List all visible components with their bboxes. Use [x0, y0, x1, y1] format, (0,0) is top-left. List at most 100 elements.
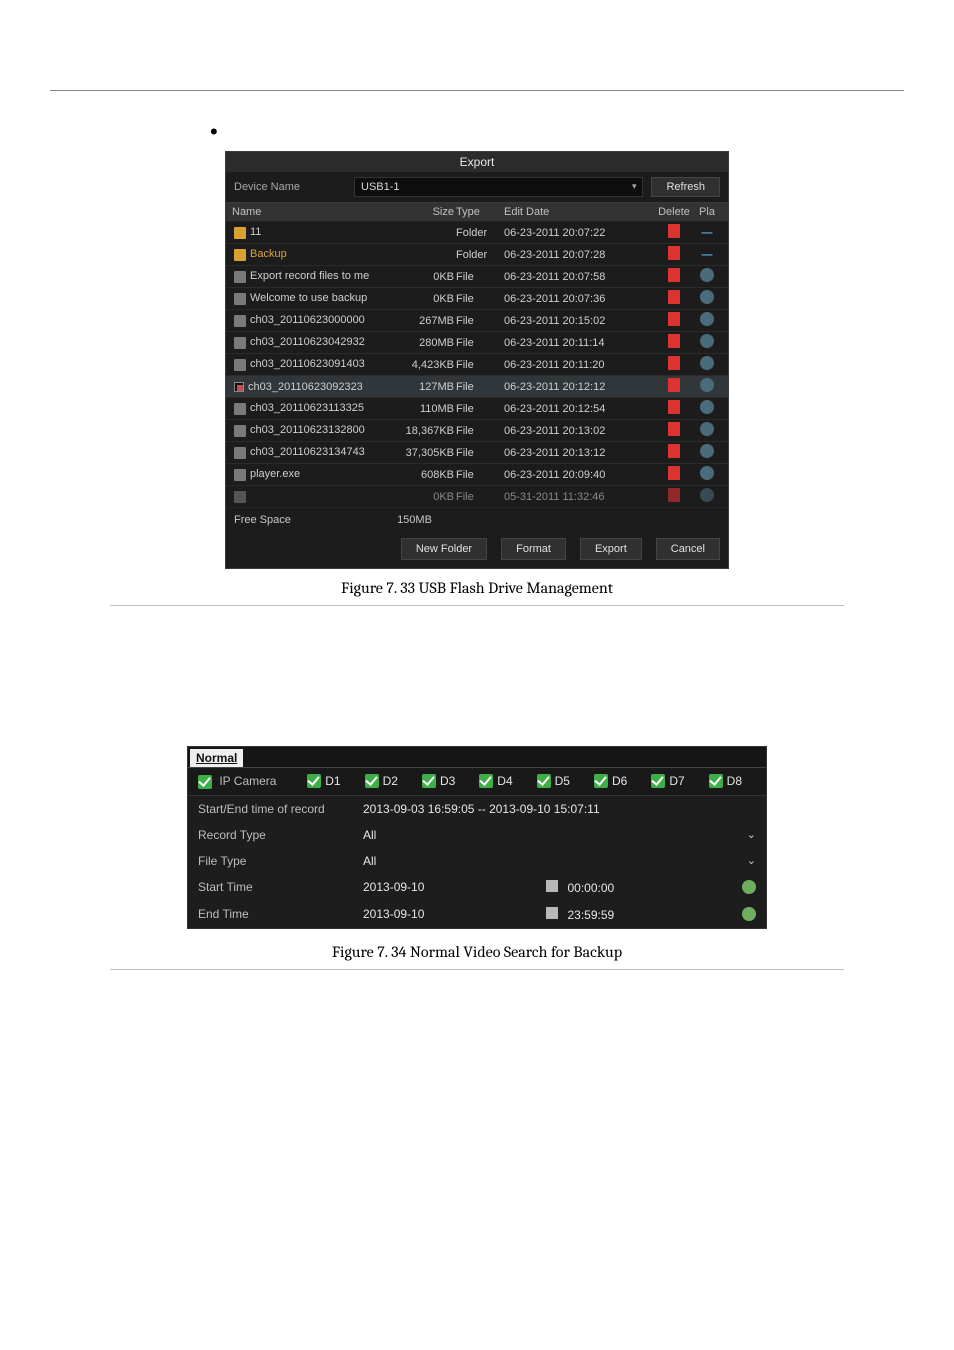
table-row[interactable]: ch03_2011062313280018,367KBFile06-23-201…	[226, 420, 728, 442]
play-cell[interactable]	[694, 488, 720, 505]
play-cell[interactable]	[694, 444, 720, 461]
file-name: ch03_20110623042932	[226, 336, 394, 348]
checkbox-icon[interactable]	[234, 382, 244, 392]
play-cell[interactable]	[694, 334, 720, 351]
play-icon[interactable]	[700, 422, 714, 436]
table-row[interactable]: ch03_20110623092323127MBFile06-23-2011 2…	[226, 376, 728, 398]
refresh-button[interactable]: Refresh	[651, 177, 720, 197]
table-row[interactable]: ch03_20110623000000267MBFile06-23-2011 2…	[226, 310, 728, 332]
play-icon[interactable]	[700, 312, 714, 326]
calendar-icon[interactable]	[546, 907, 558, 919]
play-cell[interactable]	[694, 356, 720, 373]
trash-icon	[668, 378, 680, 392]
file-name: Export record files to me	[226, 270, 394, 282]
play-icon[interactable]	[700, 466, 714, 480]
start-date-value[interactable]: 2013-09-10	[363, 880, 424, 894]
table-row[interactable]: 0KBFile05-31-2011 11:32:46	[226, 486, 728, 508]
format-button[interactable]: Format	[501, 538, 566, 560]
file-name: player.exe	[226, 468, 394, 480]
figure-caption-2: Figure 7. 34 Normal Video Search for Bac…	[50, 943, 904, 961]
play-cell[interactable]	[694, 422, 720, 439]
play-cell[interactable]	[694, 290, 720, 307]
camera-checklist: D1 D2 D3 D4 D5 D6 D7 D8	[307, 774, 756, 788]
camera-checkbox[interactable]: D2	[365, 774, 398, 788]
delete-cell[interactable]	[654, 224, 694, 241]
play-icon[interactable]	[700, 400, 714, 414]
device-select[interactable]: USB1-1	[354, 177, 643, 197]
play-icon[interactable]	[700, 356, 714, 370]
end-date-value[interactable]: 2013-09-10	[363, 907, 424, 921]
camera-checkbox[interactable]: D7	[651, 774, 684, 788]
table-row[interactable]: 11Folder06-23-2011 20:07:22—	[226, 222, 728, 244]
cancel-button[interactable]: Cancel	[656, 538, 720, 560]
delete-cell[interactable]	[654, 378, 694, 395]
delete-cell[interactable]	[654, 422, 694, 439]
file-name	[226, 490, 394, 502]
delete-cell[interactable]	[654, 312, 694, 329]
play-icon[interactable]	[700, 290, 714, 304]
page-top-rule	[50, 90, 904, 91]
camera-checkbox[interactable]: D1	[307, 774, 340, 788]
table-row[interactable]: player.exe608KBFile06-23-2011 20:09:40	[226, 464, 728, 486]
play-cell[interactable]	[694, 400, 720, 417]
device-row: Device Name USB1-1 Refresh	[226, 172, 728, 203]
table-row[interactable]: ch03_201106230914034,423KBFile06-23-2011…	[226, 354, 728, 376]
start-time-fields: 2013-09-10 00:00:00	[363, 880, 756, 895]
file-type-value: All	[363, 854, 376, 868]
camera-checkbox[interactable]: D8	[709, 774, 742, 788]
camera-checkbox[interactable]: D5	[537, 774, 570, 788]
ip-camera-check-icon[interactable]	[198, 775, 212, 789]
free-space-row: Free Space 150MB	[226, 508, 728, 530]
separator-1	[110, 605, 844, 606]
table-row[interactable]: ch03_2011062313474337,305KBFile06-23-201…	[226, 442, 728, 464]
export-button[interactable]: Export	[580, 538, 642, 560]
camera-checkbox[interactable]: D4	[479, 774, 512, 788]
calendar-icon[interactable]	[546, 880, 558, 892]
clock-icon[interactable]	[742, 907, 756, 921]
clock-icon[interactable]	[742, 880, 756, 894]
play-icon[interactable]	[700, 378, 714, 392]
check-icon	[709, 774, 723, 788]
play-cell[interactable]	[694, 268, 720, 285]
end-time-value[interactable]: 23:59:59	[568, 908, 615, 922]
table-row[interactable]: ch03_20110623042932280MBFile06-23-2011 2…	[226, 332, 728, 354]
trash-icon	[668, 466, 680, 480]
file-list: 11Folder06-23-2011 20:07:22—BackupFolder…	[226, 222, 728, 508]
start-end-record-value: 2013-09-03 16:59:05 -- 2013-09-10 15:07:…	[363, 802, 756, 816]
play-cell[interactable]	[694, 312, 720, 329]
play-cell[interactable]	[694, 378, 720, 395]
play-icon[interactable]	[700, 334, 714, 348]
new-folder-button[interactable]: New Folder	[401, 538, 487, 560]
tab-normal[interactable]: Normal	[190, 749, 243, 767]
play-icon[interactable]	[700, 268, 714, 282]
record-type-select[interactable]: All ⌄	[363, 828, 756, 842]
file-date: 06-23-2011 20:15:02	[504, 315, 654, 327]
table-row[interactable]: Welcome to use backup0KBFile06-23-2011 2…	[226, 288, 728, 310]
ip-camera-row: IP Camera D1D2D3D4D5D6D7D8	[188, 768, 766, 796]
play-cell[interactable]	[694, 466, 720, 483]
table-row[interactable]: BackupFolder06-23-2011 20:07:28—	[226, 244, 728, 266]
start-time-value[interactable]: 00:00:00	[568, 881, 615, 895]
delete-cell[interactable]	[654, 356, 694, 373]
delete-cell[interactable]	[654, 246, 694, 263]
play-cell[interactable]: —	[694, 227, 720, 239]
table-row[interactable]: Export record files to me0KBFile06-23-20…	[226, 266, 728, 288]
delete-cell[interactable]	[654, 290, 694, 307]
camera-checkbox[interactable]: D3	[422, 774, 455, 788]
delete-cell[interactable]	[654, 400, 694, 417]
file-type: Folder	[456, 249, 504, 261]
delete-cell[interactable]	[654, 444, 694, 461]
table-row[interactable]: ch03_20110623113325110MBFile06-23-2011 2…	[226, 398, 728, 420]
play-icon[interactable]	[700, 488, 714, 502]
file-type-select[interactable]: All ⌄	[363, 854, 756, 868]
delete-cell[interactable]	[654, 466, 694, 483]
record-type-row: Record Type All ⌄	[188, 822, 766, 848]
camera-checkbox[interactable]: D6	[594, 774, 627, 788]
delete-cell[interactable]	[654, 488, 694, 505]
play-cell[interactable]: —	[694, 249, 720, 261]
normal-search-panel: Normal IP Camera D1D2D3D4D5D6D7D8 Start/…	[187, 746, 767, 929]
delete-cell[interactable]	[654, 334, 694, 351]
file-name: ch03_20110623000000	[226, 314, 394, 326]
delete-cell[interactable]	[654, 268, 694, 285]
play-icon[interactable]	[700, 444, 714, 458]
